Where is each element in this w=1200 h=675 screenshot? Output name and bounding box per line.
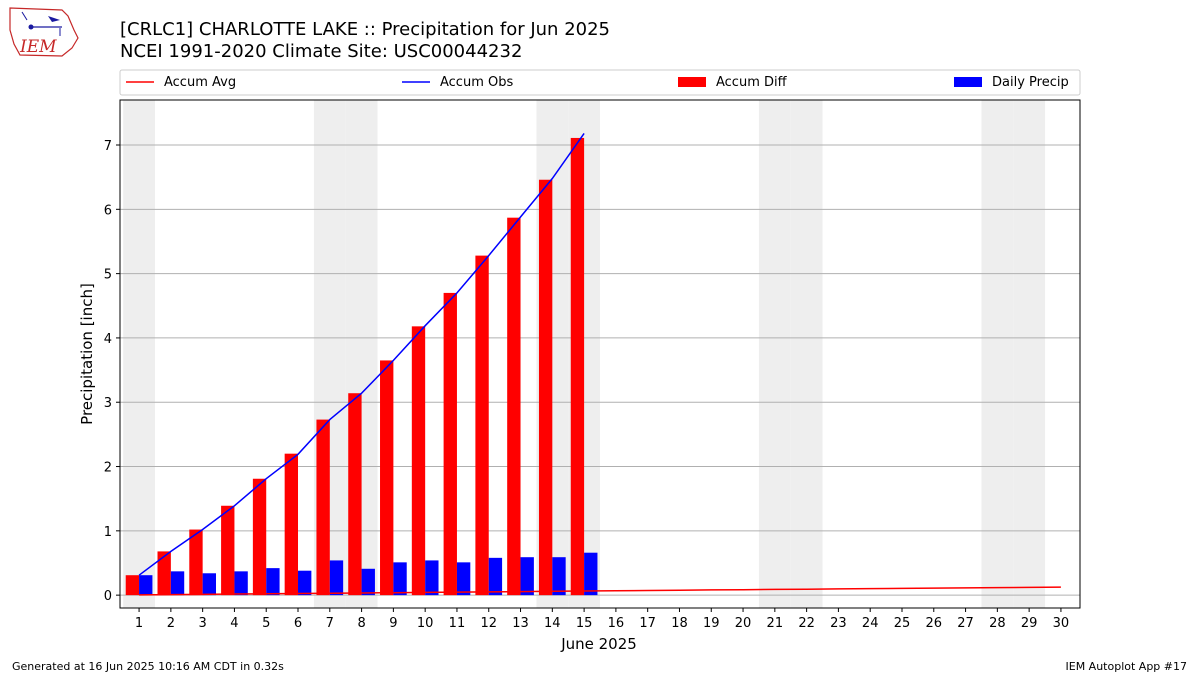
bar-accum-diff — [475, 255, 489, 596]
bar-daily-precip — [456, 562, 471, 596]
bar-accum-diff — [284, 453, 299, 596]
x-tick-label: 1 — [135, 616, 143, 631]
x-tick-label: 9 — [389, 616, 397, 631]
weekend-band — [123, 100, 155, 608]
bar-accum-diff — [157, 551, 171, 596]
y-tick-label: 5 — [104, 268, 112, 283]
y-tick-label: 3 — [104, 396, 112, 411]
logo-text: IEM — [19, 37, 57, 57]
bar-accum-diff — [189, 529, 203, 596]
bar-daily-precip — [329, 560, 344, 596]
bar-daily-precip — [139, 575, 153, 596]
x-tick-label: 29 — [1021, 616, 1038, 631]
x-tick-label: 14 — [544, 616, 561, 631]
bar-series — [125, 137, 598, 596]
x-tick-label: 30 — [1053, 616, 1070, 631]
bar-accum-diff — [125, 575, 140, 596]
x-tick-label: 16 — [608, 616, 625, 631]
bar-daily-precip — [202, 573, 216, 596]
bar-accum-diff — [538, 179, 553, 596]
x-tick-label: 24 — [862, 616, 879, 631]
x-tick-label: 3 — [199, 616, 207, 631]
x-tick-label: 6 — [294, 616, 302, 631]
bar-daily-precip — [361, 568, 375, 596]
weekend-band — [758, 100, 791, 608]
bar-accum-diff — [252, 478, 267, 596]
x-tick-label: 25 — [894, 616, 911, 631]
bar-daily-precip — [520, 557, 534, 596]
x-tick-label: 21 — [767, 616, 784, 631]
legend-swatch-daily-precip — [954, 77, 982, 87]
bar-accum-diff — [411, 326, 426, 596]
gridlines — [120, 144, 1080, 596]
bar-daily-precip — [552, 557, 566, 596]
legend-label-accum-avg: Accum Avg — [164, 75, 236, 90]
bar-accum-diff — [443, 292, 457, 596]
legend-label-accum-diff: Accum Diff — [716, 75, 788, 90]
x-tick-label: 5 — [262, 616, 270, 631]
legend-label-accum-obs: Accum Obs — [440, 75, 513, 90]
bar-accum-diff — [221, 505, 235, 596]
y-axis: 0 1 2 3 4 5 6 7 — [104, 139, 120, 604]
plot-frame — [119, 99, 1081, 609]
line-accum-obs — [138, 132, 585, 576]
x-tick-label: 2 — [167, 616, 175, 631]
y-tick-label: 6 — [104, 203, 112, 218]
legend-label-daily-precip: Daily Precip — [992, 75, 1069, 90]
y-tick-label: 7 — [104, 139, 112, 154]
bar-accum-diff — [348, 393, 362, 596]
bar-accum-diff — [316, 419, 330, 596]
legend-frame — [119, 69, 1081, 96]
weekend-band — [981, 100, 1014, 608]
y-tick-label: 2 — [104, 461, 112, 476]
x-tick-label: 23 — [830, 616, 847, 631]
bar-accum-diff — [570, 137, 585, 596]
y-axis-label: Precipitation [inch] — [78, 283, 96, 425]
footer-generated: Generated at 16 Jun 2025 10:16 AM CDT in… — [12, 660, 284, 673]
x-tick-label: 28 — [989, 616, 1006, 631]
x-axis: 1 2 3 4 5 6 7 8 9 10 11 12 13 14 15 16 17 18 19 20 21 22 23 24 2… — [135, 608, 1069, 631]
bar-daily-precip — [170, 571, 185, 596]
x-tick-label: 13 — [512, 616, 529, 631]
bar-accum-diff — [380, 360, 394, 596]
chart-title: [CRLC1] CHARLOTTE LAKE :: Precipitation … — [120, 19, 610, 40]
legend-swatch-accum-diff — [678, 77, 706, 87]
x-tick-label: 19 — [703, 616, 720, 631]
iem-logo: IEM — [9, 7, 79, 57]
weekend-band — [1013, 100, 1046, 608]
x-tick-label: 8 — [357, 616, 365, 631]
weekend-band — [790, 100, 823, 608]
x-tick-label: 11 — [449, 616, 466, 631]
x-tick-label: 20 — [735, 616, 752, 631]
footer-app: IEM Autoplot App #17 — [1066, 660, 1188, 673]
y-tick-label: 1 — [104, 525, 112, 540]
x-tick-label: 15 — [576, 616, 593, 631]
bar-daily-precip — [488, 557, 503, 596]
x-axis-label: June 2025 — [560, 635, 637, 653]
bar-daily-precip — [298, 570, 312, 596]
x-tick-label: 26 — [926, 616, 943, 631]
bar-daily-precip — [234, 571, 248, 596]
line-series — [138, 132, 1061, 596]
x-tick-label: 27 — [957, 616, 974, 631]
bar-daily-precip — [393, 562, 407, 596]
bar-daily-precip — [584, 552, 598, 596]
y-tick-label: 4 — [104, 332, 112, 347]
x-tick-label: 17 — [639, 616, 656, 631]
bar-daily-precip — [425, 560, 439, 596]
x-tick-label: 4 — [230, 616, 238, 631]
x-tick-label: 7 — [326, 616, 334, 631]
bar-accum-diff — [507, 217, 521, 596]
legend: Accum Avg Accum Obs Accum Diff Daily Pre… — [119, 69, 1081, 96]
y-tick-label: 0 — [104, 589, 112, 604]
x-tick-label: 10 — [417, 616, 434, 631]
chart-subtitle: NCEI 1991-2020 Climate Site: USC00044232 — [120, 41, 522, 62]
line-accum-avg — [139, 586, 1061, 596]
x-tick-label: 18 — [671, 616, 688, 631]
bar-daily-precip — [266, 568, 280, 596]
x-tick-label: 22 — [798, 616, 815, 631]
x-tick-label: 12 — [480, 616, 497, 631]
